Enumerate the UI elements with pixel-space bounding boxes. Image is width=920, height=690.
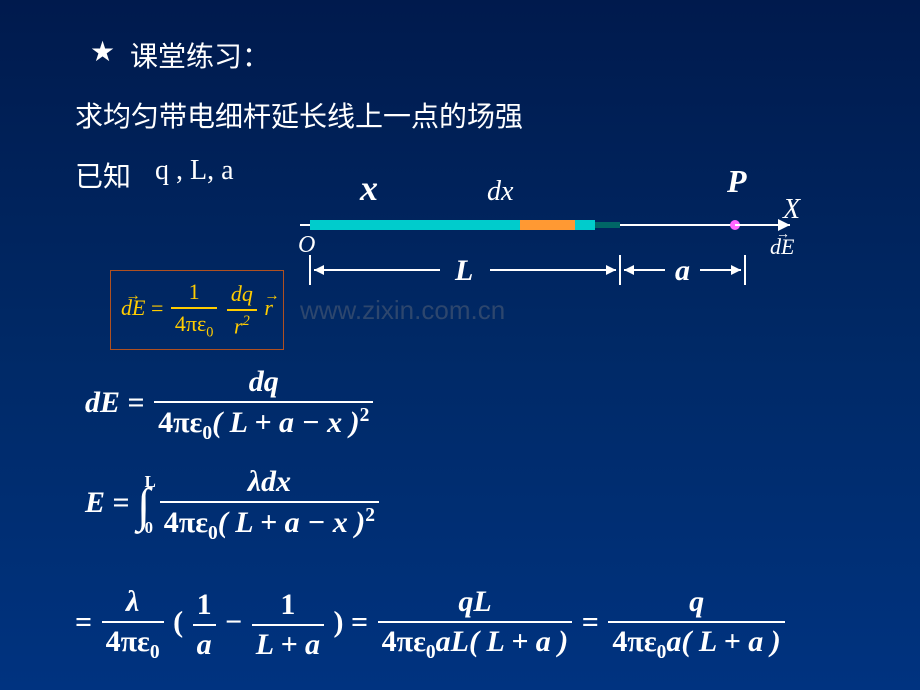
point-p-label: P — [726, 163, 747, 199]
dE-equation: dE = dq 4πε0( L + a − x )2 — [85, 365, 375, 445]
dim-a-label: a — [675, 254, 690, 287]
axis-x-label: X — [782, 194, 801, 225]
x-var-label: x — [359, 168, 378, 208]
dim-L-label: L — [454, 254, 473, 287]
result-equation: = λ 4πε0 ( 1 a − 1 L + a ) = qL 4πε0aL( … — [75, 585, 787, 664]
E-integral-equation: E = ∫L0 λdx 4πε0( L + a − x )2 — [85, 465, 381, 545]
watermark-text: www.zixin.com.cn — [300, 295, 505, 326]
origin-label: O — [298, 232, 315, 258]
dx-label: dx — [487, 176, 514, 207]
boxed-coulomb-eq: dE = 1 4πε0 dq r2 r — [110, 270, 284, 350]
svg-text:→: → — [776, 227, 790, 242]
